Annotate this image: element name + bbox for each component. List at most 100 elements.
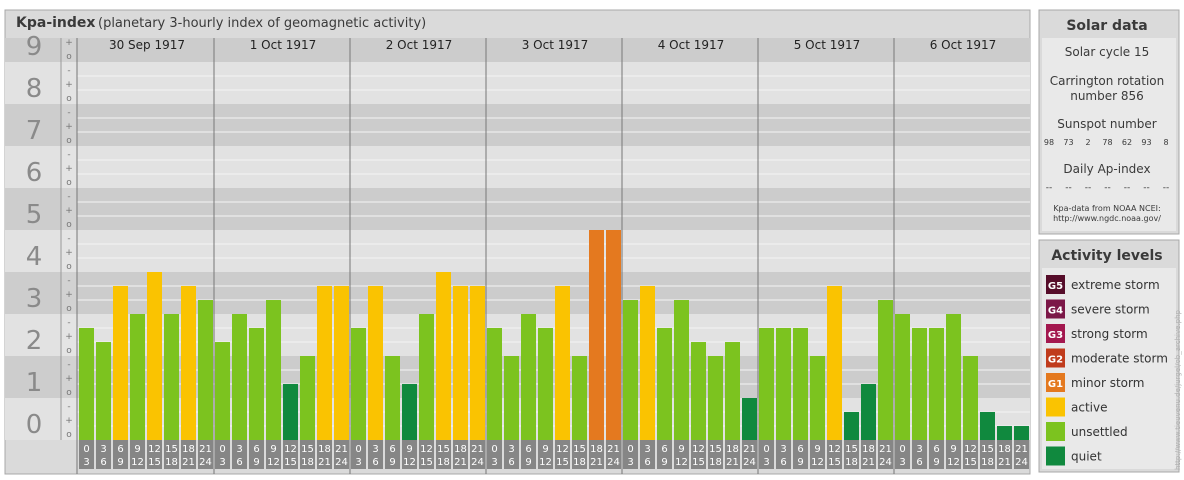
y-tick-label: 8 [26,74,43,104]
time-end-label: 15 [556,457,569,468]
y-sub-mark: - [67,108,70,118]
time-end-label: 9 [661,457,667,468]
time-end-label: 6 [508,457,514,468]
time-cell [980,440,995,469]
time-cell [96,440,111,469]
time-end-label: 24 [335,457,348,468]
time-end-label: 21 [590,457,603,468]
legend-swatch [1046,348,1065,368]
time-start-label: 0 [219,444,225,455]
y-tick-label: 3 [26,284,43,314]
source-line-2: http://www.ngdc.noaa.gov/ [1053,214,1161,223]
kp-bar [606,230,621,440]
y-tick-label: 6 [26,158,43,188]
watermark-url: http://www.tieuvenu.de/jurgel/ob_archive… [1174,309,1182,470]
legend-badge: G2 [1048,355,1063,366]
y-sub-mark: - [67,234,70,244]
kp-bar [521,314,536,440]
y-sub-mark: o [66,304,72,314]
kp-bar [96,342,111,440]
time-end-label: 21 [318,457,331,468]
y-sub-mark: + [65,122,73,132]
time-end-label: 15 [964,457,977,468]
kp-bar [334,285,349,440]
y-tick-label: 5 [26,200,43,230]
time-start-label: 15 [981,444,994,455]
kp-bar [368,285,383,440]
kp-bar [895,314,910,440]
kp-bar [487,327,502,440]
y-sub-mark: o [66,178,72,188]
kp-bar [878,300,893,440]
kp-bar [640,285,655,440]
time-start-label: 18 [182,444,195,455]
kp-bar [453,285,468,440]
y-level-band [5,314,61,356]
y-sub-mark: o [66,430,72,440]
kp-bar [929,327,944,440]
legend-swatch [1046,373,1065,392]
time-end-label: 6 [100,457,106,468]
kp-bar [912,327,927,440]
time-end-label: 9 [253,457,259,468]
sunspot-values: 98 73 2 78 62 93 8 [1044,138,1169,147]
legend-badge: G1 [1048,379,1063,390]
time-end-label: 3 [83,457,89,468]
y-sub-mark: - [67,360,70,370]
time-cell [232,440,247,469]
time-end-label: 18 [573,457,586,468]
time-start-label: 0 [491,444,497,455]
plot-level-band [77,62,1030,104]
time-cell [844,440,859,469]
legend-label: active [1071,401,1107,415]
time-cell [912,440,927,469]
kp-bar [759,327,774,440]
kp-bar [708,356,723,440]
time-start-label: 18 [318,444,331,455]
time-start-label: 9 [814,444,820,455]
time-start-label: 12 [420,444,433,455]
time-cell [164,440,179,469]
y-level-band [5,272,61,314]
y-sub-mark: o [66,220,72,230]
y-axis: 0 o + - 1 o + - 2 o + - 3 o + - 4 o + - 5 o + - 6 o + - 7 o + - 8 o + - 9 o + [5,32,77,440]
time-end-label: 3 [899,457,905,468]
y-sub-mark: - [67,66,70,76]
time-end-label: 6 [780,457,786,468]
time-end-label: 21 [862,457,875,468]
legend-badge: G4 [1048,306,1063,317]
time-cell [521,440,536,469]
time-end-label: 12 [403,457,416,468]
chart-header: Kpa-index (planetary 3-hourly index of g… [16,15,426,31]
time-end-label: 9 [117,457,123,468]
time-end-label: 18 [845,457,858,468]
time-cell [453,440,468,469]
legend-swatch [1046,422,1065,441]
time-end-label: 24 [879,457,892,468]
y-sub-mark: + [65,290,73,300]
time-cell [79,440,94,469]
y-sub-mark: o [66,388,72,398]
time-start-label: 9 [950,444,956,455]
kp-bar [351,327,366,440]
y-level-band [5,230,61,272]
legend-label: severe storm [1071,303,1150,317]
chart-title: Kpa-index [16,15,95,31]
legend-swatch [1046,446,1065,466]
kp-bar [827,285,842,440]
carrington-line-1: Carrington rotation [1050,74,1164,88]
kp-bar [266,300,281,440]
kp-bar [657,327,672,440]
y-sub-mark: + [65,332,73,342]
time-start-label: 21 [471,444,484,455]
solar-cycle: Solar cycle 15 [1065,45,1150,59]
sunspot-label: Sunspot number [1057,117,1156,131]
ap-value: -- [1163,183,1170,193]
time-end-label: 3 [355,457,361,468]
time-end-label: 3 [491,457,497,468]
activity-legend: G5 extreme storm G4 severe storm G3 strong st… [1046,275,1168,466]
y-sub-mark: + [65,248,73,258]
solar-title: Solar data [1066,18,1147,34]
time-start-label: 6 [117,444,123,455]
